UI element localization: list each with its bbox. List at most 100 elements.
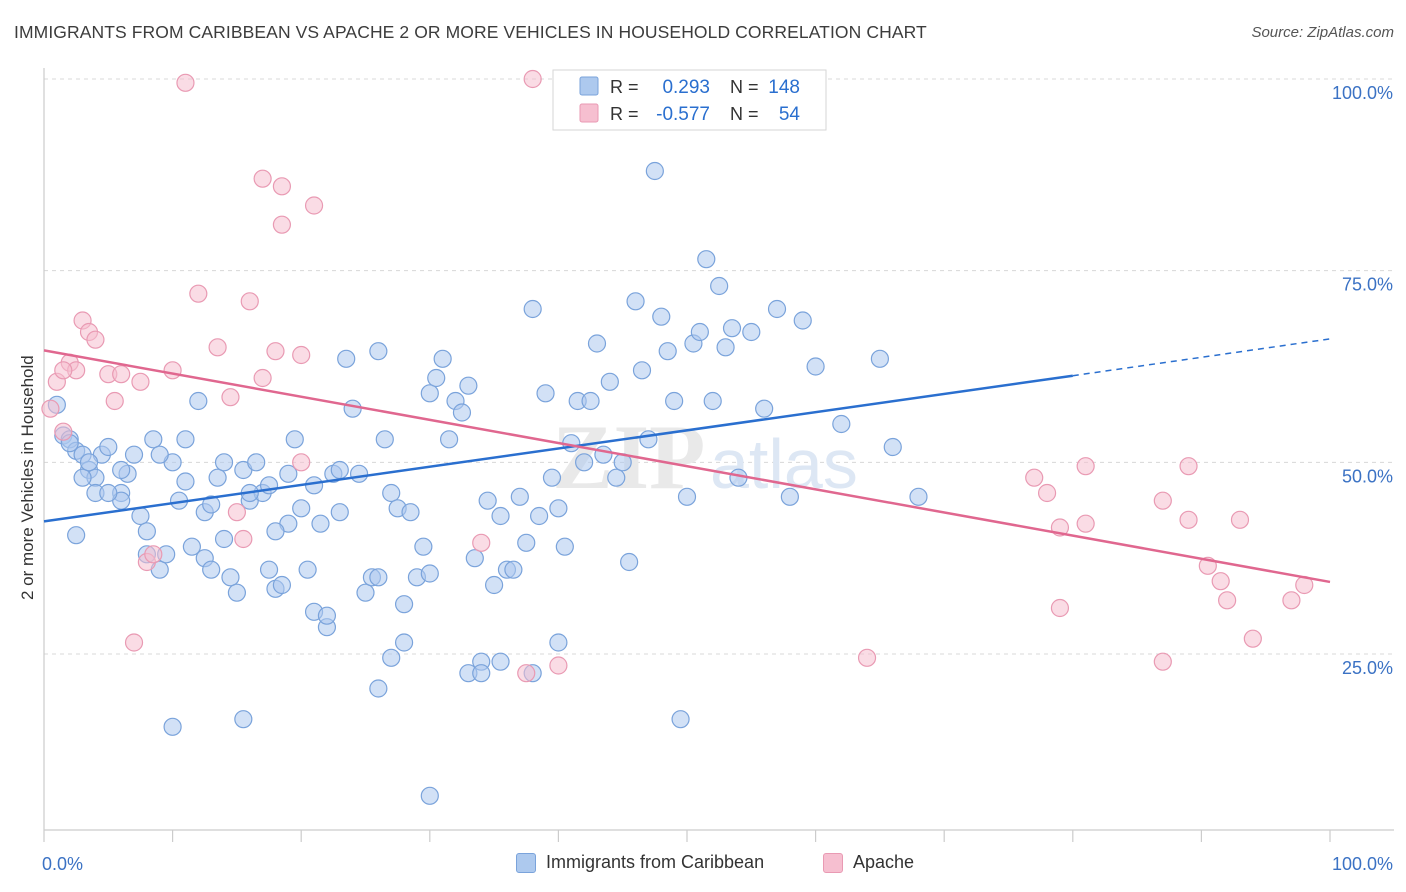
caribbean-point (658, 342, 677, 361)
apache-point (272, 177, 292, 196)
caribbean-point (510, 487, 529, 506)
y-tick-label: 25.0% (1342, 658, 1393, 678)
apache-point (176, 73, 195, 92)
caribbean-point (600, 372, 619, 391)
correlation-legend: R = 0.293 N = 148 R = -0.577 N = 54 (552, 69, 827, 131)
caribbean-point (549, 633, 568, 652)
trend-lines (43, 338, 1331, 584)
caribbean-point (124, 445, 144, 464)
caribbean-point (703, 391, 722, 411)
legend-n-label-blue: N = (730, 77, 759, 97)
apache-point (1076, 514, 1095, 533)
legend-n-value-blue: 148 (768, 77, 800, 98)
caribbean-point (99, 483, 118, 503)
caribbean-point (883, 437, 902, 457)
apache-point (1153, 652, 1172, 671)
source-label: Source: ZipAtlas.com (1251, 24, 1394, 41)
legend-swatch-apache (823, 852, 843, 873)
caribbean-point (99, 437, 118, 457)
caribbean-point (806, 357, 825, 376)
apache-point (1076, 457, 1095, 476)
apache-point (86, 330, 105, 349)
caribbean-point (67, 526, 86, 545)
apache-point (1282, 591, 1301, 610)
apache-point (517, 664, 536, 683)
caribbean-point (793, 311, 812, 330)
caribbean-point (439, 430, 459, 449)
caribbean-point (742, 322, 761, 342)
legend-item-apache: Apache (823, 852, 914, 873)
apache-point (253, 368, 272, 388)
apache-point (227, 503, 246, 522)
apache-point (472, 533, 491, 552)
caribbean-point (394, 595, 414, 614)
caribbean-point (131, 506, 150, 526)
caribbean-point (491, 652, 510, 671)
apache-point (292, 345, 311, 365)
legend-n-label-pink: N = (730, 104, 759, 124)
caribbean-point (639, 430, 658, 449)
caribbean-point (594, 445, 613, 464)
caribbean-point (394, 633, 414, 652)
caribbean-point (530, 506, 549, 526)
caribbean-point (176, 472, 195, 491)
axes (43, 68, 1394, 842)
caribbean-point (112, 460, 131, 480)
caribbean-point (767, 299, 787, 319)
series-caribbean-points (47, 161, 928, 805)
apache-point (1179, 457, 1198, 476)
caribbean-point (697, 250, 716, 269)
apache-point (1153, 491, 1172, 510)
y-tick-labels: 25.0% 50.0% 75.0% 100.0% (1332, 83, 1393, 678)
caribbean-point (73, 468, 92, 487)
caribbean-point (472, 664, 491, 683)
caribbean-point (330, 460, 349, 480)
apache-point (208, 338, 227, 357)
caribbean-point (542, 468, 562, 487)
apache-trend-line (43, 349, 1331, 584)
caribbean-point (677, 487, 697, 506)
bottom-legend: Immigrants from Caribbean Apache (0, 852, 1406, 878)
caribbean-point (144, 430, 163, 449)
caribbean-point (626, 292, 645, 311)
caribbean-point (517, 533, 536, 552)
apache-point (1230, 510, 1250, 529)
caribbean-point (221, 568, 240, 587)
caribbean-point (259, 560, 279, 579)
caribbean-point (343, 399, 362, 418)
grid-lines (44, 78, 1394, 655)
apache-point (523, 69, 542, 89)
apache-point (1179, 510, 1198, 529)
caribbean-point (575, 453, 594, 472)
caribbean-point (420, 384, 439, 403)
caribbean-point (427, 368, 446, 388)
caribbean-point (247, 453, 266, 472)
caribbean-point (780, 487, 799, 506)
apache-point (272, 215, 292, 234)
caribbean-point (909, 487, 928, 506)
apache-point (1218, 591, 1237, 610)
apache-point (131, 372, 150, 391)
x-tick-labels: 0.0% 100.0% (42, 854, 1393, 874)
apache-point (189, 284, 208, 303)
caribbean-point (202, 495, 221, 514)
apache-point (253, 169, 272, 188)
apache-point (292, 453, 311, 472)
apache-point (1037, 483, 1057, 503)
caribbean-point (620, 552, 639, 572)
apache-point (112, 365, 131, 384)
caribbean-point (832, 414, 851, 434)
caribbean-point (465, 549, 484, 568)
caribbean-point (671, 710, 690, 729)
caribbean-point (182, 537, 201, 556)
caribbean-point (523, 299, 542, 319)
caribbean-point (491, 506, 510, 526)
apache-point (144, 545, 163, 564)
caribbean-point (208, 468, 227, 487)
caribbean-point (504, 560, 523, 579)
caribbean-point (536, 384, 555, 403)
apache-point (234, 529, 253, 549)
caribbean-point (214, 529, 234, 549)
caribbean-point (330, 503, 349, 522)
